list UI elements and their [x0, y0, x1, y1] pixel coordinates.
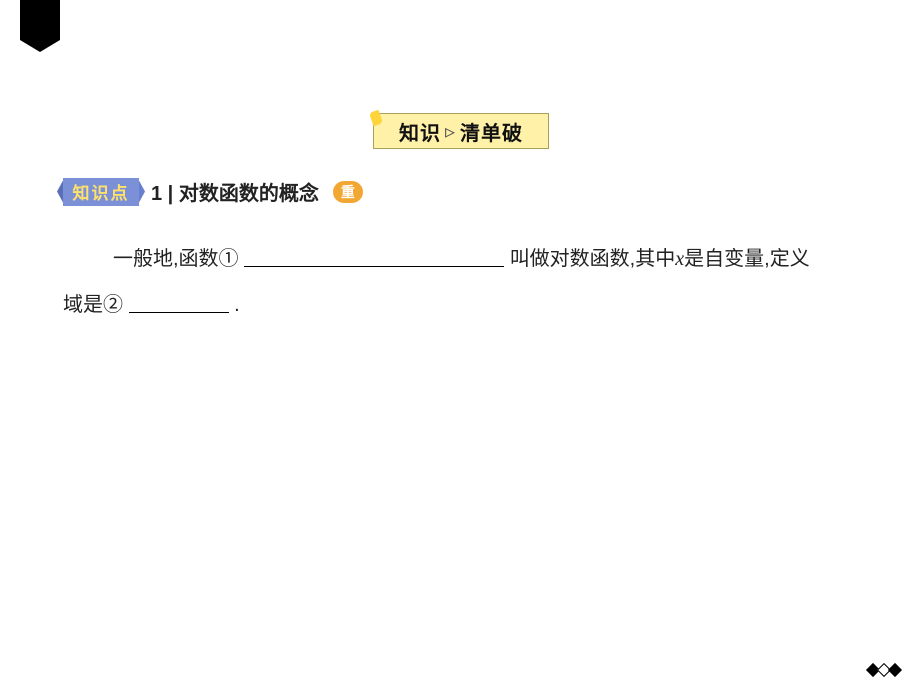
- line2-prefix: 域是②: [63, 294, 123, 316]
- blank-1: [244, 247, 504, 267]
- line2-suffix: .: [234, 294, 240, 316]
- accent-dot-icon: [369, 110, 383, 127]
- kp-sep: |: [162, 183, 179, 205]
- bookmark-ribbon: [20, 0, 60, 40]
- section-header-box: 知识 ▹ 清单破: [373, 113, 549, 149]
- line1-prefix: 一般地,函数①: [113, 248, 239, 270]
- knowledge-point-badge: 知识点: [63, 178, 139, 206]
- body-paragraph: 一般地,函数① 叫做对数函数,其中x是自变量,定义 域是② .: [63, 236, 857, 328]
- line1-suffix-b: 是自变量,定义: [684, 248, 810, 270]
- kp-title-text: 对数函数的概念: [179, 183, 319, 205]
- section-separator: ▹: [445, 119, 456, 144]
- blank-2: [129, 293, 229, 313]
- knowledge-point-row: 知识点 1 | 对数函数的概念 重: [63, 177, 363, 206]
- variable-x: x: [675, 248, 684, 270]
- kp-number: 1: [151, 183, 162, 205]
- importance-tag: 重: [333, 181, 363, 203]
- badge-text: 知识点: [73, 179, 130, 204]
- tag-text: 重: [341, 182, 355, 202]
- diamond-icon: [888, 663, 902, 677]
- section-right: 清单破: [460, 117, 523, 146]
- section-left: 知识: [399, 117, 441, 146]
- line1-suffix-a: 叫做对数函数,其中: [510, 248, 676, 270]
- knowledge-point-title: 1 | 对数函数的概念: [151, 177, 319, 206]
- footer-diamonds: [868, 665, 900, 675]
